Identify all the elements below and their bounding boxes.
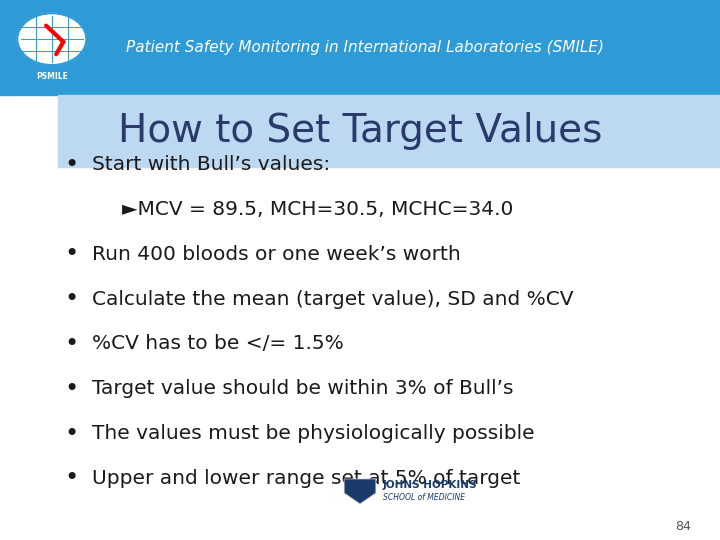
Text: Start with Bull’s values:: Start with Bull’s values: bbox=[92, 155, 330, 174]
Text: Target value should be within 3% of Bull’s: Target value should be within 3% of Bull… bbox=[92, 379, 513, 399]
Text: PSMILE: PSMILE bbox=[36, 71, 68, 80]
Text: •: • bbox=[65, 332, 79, 356]
Text: •: • bbox=[65, 377, 79, 401]
Text: Calculate the mean (target value), SD and %CV: Calculate the mean (target value), SD an… bbox=[92, 289, 574, 309]
Text: JOHNS HOPKINS: JOHNS HOPKINS bbox=[383, 481, 477, 490]
Text: •: • bbox=[65, 467, 79, 490]
Circle shape bbox=[17, 13, 86, 65]
Text: 84: 84 bbox=[675, 520, 691, 533]
Text: ►MCV = 89.5, MCH=30.5, MCHC=34.0: ►MCV = 89.5, MCH=30.5, MCHC=34.0 bbox=[122, 200, 514, 219]
Polygon shape bbox=[344, 479, 376, 504]
Text: •: • bbox=[65, 242, 79, 266]
Bar bbox=[58, 94, 720, 167]
Text: •: • bbox=[65, 422, 79, 446]
Text: •: • bbox=[65, 287, 79, 311]
Text: %CV has to be </= 1.5%: %CV has to be </= 1.5% bbox=[92, 334, 344, 354]
Text: Upper and lower range set at 5% of target: Upper and lower range set at 5% of targe… bbox=[92, 469, 521, 488]
Bar bbox=[0, 0, 720, 94]
Text: How to Set Target Values: How to Set Target Values bbox=[118, 112, 602, 150]
Text: Patient Safety Monitoring in International Laboratories (SMILE): Patient Safety Monitoring in Internation… bbox=[126, 40, 604, 55]
Text: Run 400 bloods or one week’s worth: Run 400 bloods or one week’s worth bbox=[92, 245, 461, 264]
Text: •: • bbox=[65, 153, 79, 177]
Text: The values must be physiologically possible: The values must be physiologically possi… bbox=[92, 424, 535, 443]
Text: SCHOOL of MEDICINE: SCHOOL of MEDICINE bbox=[383, 493, 465, 502]
